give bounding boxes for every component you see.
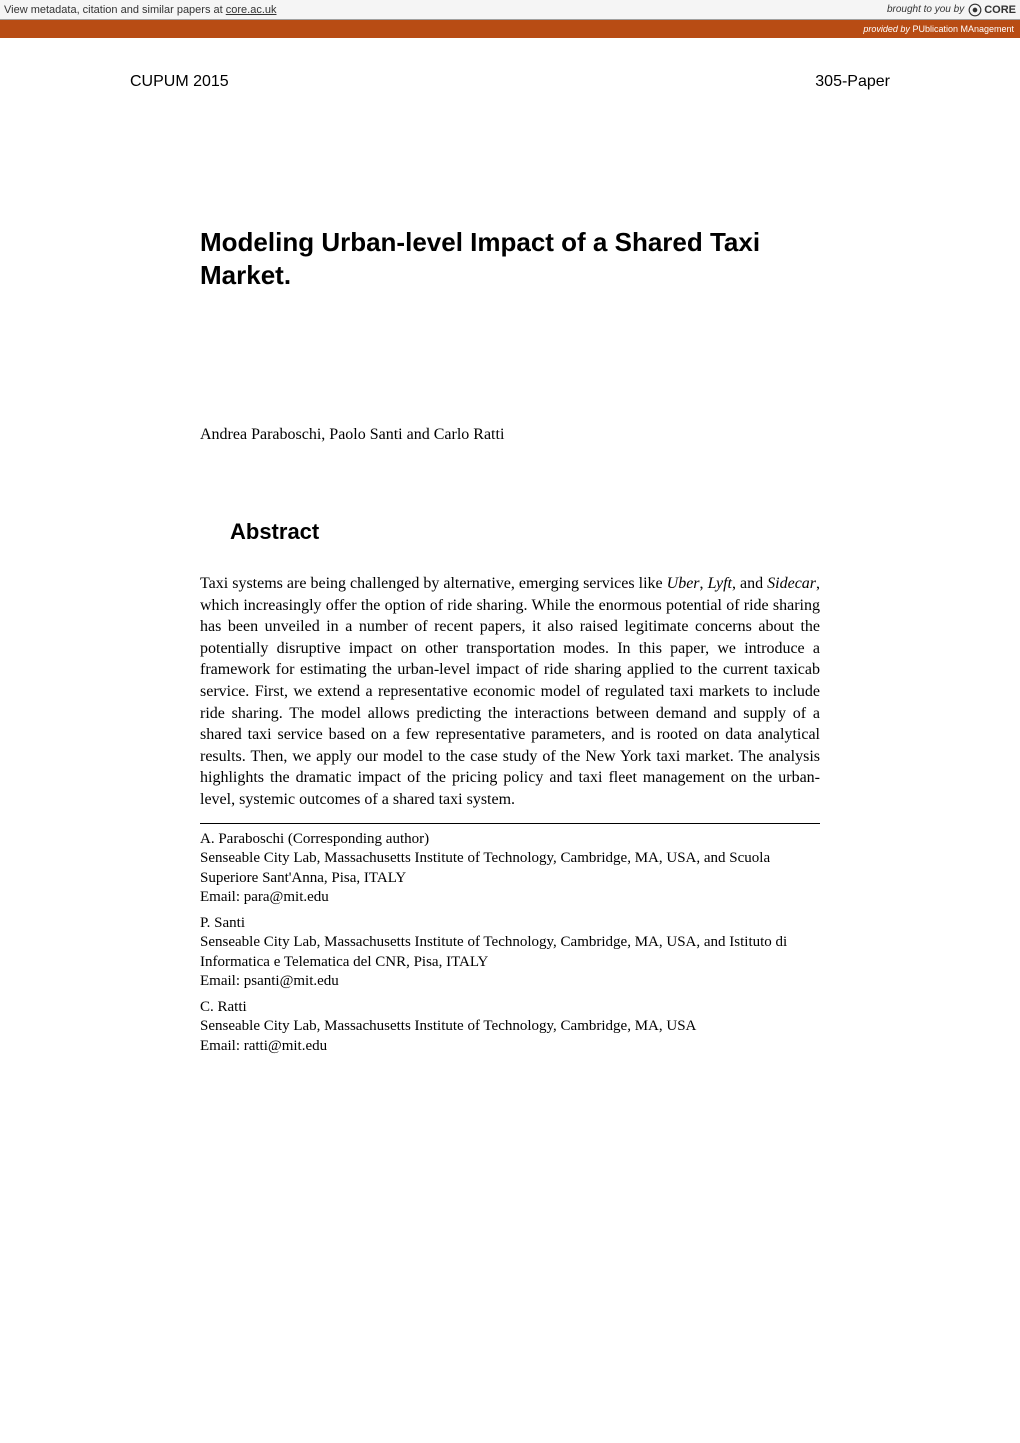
affiliations: A. Paraboschi (Corresponding author) Sen… bbox=[200, 830, 820, 1057]
header-left: CUPUM 2015 bbox=[130, 73, 229, 91]
core-logo[interactable]: CORE bbox=[968, 3, 1016, 17]
affiliation-block: A. Paraboschi (Corresponding author) Sen… bbox=[200, 830, 820, 908]
abstract-text-post: , which increasingly offer the option of… bbox=[200, 575, 820, 808]
provider-bar: provided by PUblication MAnagement bbox=[0, 20, 1020, 38]
abstract-sep-1: , bbox=[700, 575, 708, 592]
abstract-text-pre: Taxi systems are being challenged by alt… bbox=[200, 575, 667, 592]
affiliation-line: Email: ratti@mit.edu bbox=[200, 1037, 820, 1057]
abstract-italic-2: Lyft bbox=[708, 575, 732, 592]
abstract-sep-2: , and bbox=[732, 575, 767, 592]
header-right: 305-Paper bbox=[815, 73, 890, 91]
banner-right: brought to you by CORE bbox=[887, 3, 1016, 17]
core-label: CORE bbox=[984, 4, 1016, 16]
banner-left: View metadata, citation and similar pape… bbox=[4, 4, 277, 16]
provided-by-source: PUblication MAnagement bbox=[912, 24, 1014, 34]
abstract-heading: Abstract bbox=[230, 519, 820, 545]
affiliation-line: Senseable City Lab, Massachusetts Instit… bbox=[200, 1017, 820, 1037]
paper-authors: Andrea Paraboschi, Paolo Santi and Carlo… bbox=[200, 426, 820, 444]
affiliation-name: C. Ratti bbox=[200, 998, 820, 1018]
affiliation-line: Senseable City Lab, Massachusetts Instit… bbox=[200, 849, 820, 888]
affiliation-block: P. Santi Senseable City Lab, Massachuset… bbox=[200, 914, 820, 992]
affiliation-line: Senseable City Lab, Massachusetts Instit… bbox=[200, 933, 820, 972]
brought-to-you-label: brought to you by bbox=[887, 4, 964, 15]
core-icon bbox=[968, 3, 982, 17]
abstract-italic-1: Uber bbox=[667, 575, 700, 592]
affiliation-name: P. Santi bbox=[200, 914, 820, 934]
paper-title: Modeling Urban-level Impact of a Shared … bbox=[200, 226, 820, 291]
provided-by: provided by PUblication MAnagement bbox=[863, 24, 1014, 34]
page-header: CUPUM 2015 305-Paper bbox=[0, 38, 1020, 91]
affiliation-line: Email: para@mit.edu bbox=[200, 888, 820, 908]
banner-prefix: View metadata, citation and similar pape… bbox=[4, 4, 226, 16]
affiliation-line: Email: psanti@mit.edu bbox=[200, 972, 820, 992]
core-link[interactable]: core.ac.uk bbox=[226, 4, 277, 16]
affiliation-name: A. Paraboschi (Corresponding author) bbox=[200, 830, 820, 850]
abstract-italic-3: Sidecar bbox=[767, 575, 816, 592]
affiliation-block: C. Ratti Senseable City Lab, Massachuset… bbox=[200, 998, 820, 1057]
affiliation-divider bbox=[200, 823, 820, 824]
provided-by-prefix: provided by bbox=[863, 24, 912, 34]
abstract-body: Taxi systems are being challenged by alt… bbox=[200, 573, 820, 811]
paper-content: Modeling Urban-level Impact of a Shared … bbox=[0, 226, 1020, 1056]
metadata-banner: View metadata, citation and similar pape… bbox=[0, 0, 1020, 20]
